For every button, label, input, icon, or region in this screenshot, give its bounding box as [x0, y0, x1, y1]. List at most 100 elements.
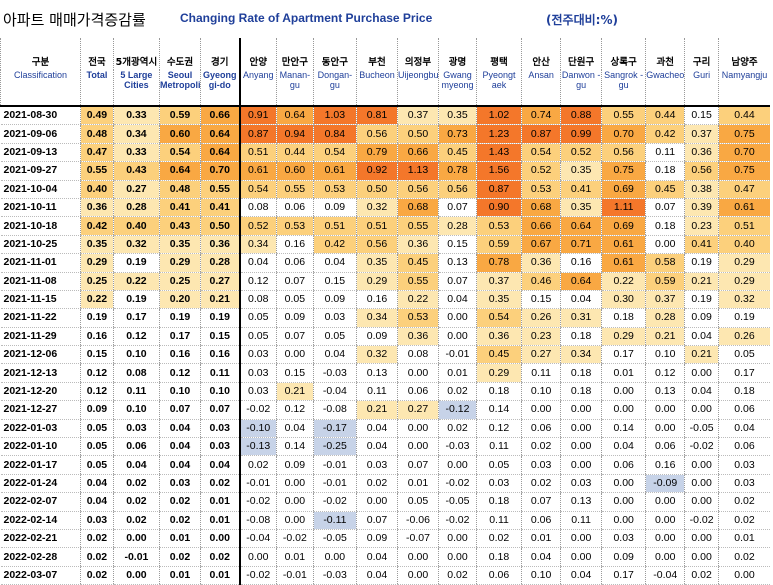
cell-pyeongtaek: 1.23 [475, 124, 522, 144]
cell-manan-gu: 0.04 [275, 419, 314, 439]
cell-gyeonggi-do: 0.00 [200, 529, 241, 549]
cell-namyangju: 0.03 [718, 455, 770, 475]
cell-gwacheon: 0.18 [645, 161, 685, 181]
cell-dongan-gu: 0.51 [312, 216, 357, 236]
cell-sangrok-gu: 0.03 [601, 529, 646, 549]
cell-5-large-cities: 0.19 [112, 290, 160, 310]
cell-manan-gu: 0.21 [275, 382, 314, 402]
cell-dongan-gu: 0.03 [312, 308, 357, 328]
cell-guri: 0.00 [684, 363, 719, 383]
cell-bucheon: 0.11 [355, 382, 398, 402]
cell-dongan-gu: -0.03 [312, 363, 357, 383]
cell-manan-gu: 0.00 [275, 345, 314, 365]
cell-manan-gu: 0.09 [275, 308, 314, 328]
cell-sangrok-gu: 0.18 [601, 308, 646, 328]
cell-danwon-gu: 0.88 [560, 106, 602, 126]
cell-bucheon: 0.09 [355, 529, 398, 549]
cell-anyang: 0.87 [239, 124, 277, 144]
cell-guri: 0.41 [684, 235, 719, 255]
cell-gyeonggi-do: 0.64 [200, 124, 241, 144]
cell-5-large-cities: 0.02 [112, 474, 160, 494]
cell-gwangmyeong: 0.00 [438, 455, 477, 475]
row-date: 2021-09-13 [0, 143, 81, 163]
cell-manan-gu: 0.06 [275, 198, 314, 218]
cell-bucheon: 0.04 [355, 419, 398, 439]
cell-gwangmyeong: 0.56 [438, 180, 477, 199]
cell-guri: 0.21 [684, 272, 719, 291]
cell-bucheon: 0.29 [355, 272, 398, 291]
cell-namyangju: 0.51 [718, 216, 770, 236]
cell-gwacheon: 0.00 [645, 511, 685, 530]
cell-gwangmyeong: 0.45 [438, 143, 477, 163]
cell-manan-gu: 0.06 [275, 253, 314, 273]
cell-total: 0.35 [80, 235, 114, 255]
cell-dongan-gu: 0.42 [312, 235, 357, 255]
cell-dongan-gu: 0.09 [312, 198, 357, 218]
header-en-anyang: Anyang [239, 70, 277, 106]
cell-5-large-cities: 0.40 [112, 216, 160, 236]
cell-gwangmyeong: 0.73 [438, 124, 477, 144]
cell-total: 0.15 [80, 345, 114, 365]
cell-namyangju: 0.17 [718, 363, 770, 383]
cell-sangrok-gu: 0.61 [601, 235, 646, 255]
cell-pyeongtaek: 0.90 [475, 198, 522, 218]
cell-pyeongtaek: 0.18 [475, 492, 522, 512]
cell-anyang: 0.61 [239, 161, 277, 181]
cell-gwacheon: 0.12 [645, 363, 685, 383]
cell-anyang: 0.12 [239, 272, 277, 291]
row-date: 2021-11-29 [0, 327, 81, 347]
cell-seoul-metropolitan: 0.35 [158, 235, 201, 255]
cell-anyang: -0.13 [239, 437, 277, 457]
cell-guri: 0.00 [684, 492, 719, 512]
cell-danwon-gu: 0.35 [560, 198, 602, 218]
row-date: 2022-01-03 [0, 419, 81, 439]
cell-manan-gu: 0.05 [275, 290, 314, 310]
cell-5-large-cities: 0.10 [112, 345, 160, 365]
cell-pyeongtaek: 0.06 [475, 566, 522, 585]
cell-namyangju: 0.06 [718, 437, 770, 457]
cell-manan-gu: 0.07 [275, 327, 314, 347]
cell-dongan-gu: 0.05 [312, 327, 357, 347]
cell-pyeongtaek: 0.12 [475, 419, 522, 439]
cell-gwacheon: 0.00 [645, 419, 685, 439]
cell-ansan: 0.11 [521, 363, 561, 383]
cell-guri: 0.19 [684, 253, 719, 273]
row-date: 2021-11-22 [0, 308, 81, 328]
table-row: 2022-01-17 0.05 0.04 0.04 0.04 0.02 0.09 -0.01 0… [0, 455, 770, 475]
cell-total: 0.12 [80, 382, 114, 402]
cell-uijeongbu: 0.53 [396, 308, 439, 328]
cell-bucheon: 0.51 [355, 216, 398, 236]
cell-gwacheon: 0.16 [645, 455, 685, 475]
table-row: 2022-01-24 0.04 0.02 0.03 0.02 -0.01 0.00 -0.01… [0, 474, 770, 494]
table-row: 2021-09-06 0.48 0.34 0.60 0.64 0.87 0.94 0.84 0.… [0, 124, 770, 144]
cell-bucheon: 0.79 [355, 143, 398, 163]
cell-anyang: 0.52 [239, 216, 277, 236]
cell-bucheon: 0.03 [355, 455, 398, 475]
cell-uijeongbu: -0.06 [396, 511, 439, 530]
table-row: 2021-11-29 0.16 0.12 0.17 0.15 0.05 0.07 0.05 0.… [0, 327, 770, 347]
cell-dongan-gu: 0.04 [312, 345, 357, 365]
cell-namyangju: 0.40 [718, 235, 770, 255]
header-ko-pyeongt-aek: 평택 [475, 38, 522, 70]
cell-total: 0.29 [80, 253, 114, 273]
row-date: 2021-08-30 [0, 106, 81, 126]
cell-total: 0.05 [80, 455, 114, 475]
header-en-pyeongt-aek: Pyeongt aek [475, 70, 522, 106]
cell-namyangju: 0.70 [718, 143, 770, 163]
cell-gyeonggi-do: 0.55 [200, 180, 241, 199]
cell-danwon-gu: 0.18 [560, 382, 602, 402]
cell-gwacheon: 0.00 [645, 547, 685, 567]
cell-ansan: 0.26 [521, 308, 561, 328]
cell-dongan-gu: 0.61 [312, 161, 357, 181]
cell-sangrok-gu: 0.61 [601, 253, 646, 273]
table-row: 2021-12-20 0.12 0.11 0.10 0.10 0.03 0.21 -0.04 0… [0, 382, 770, 402]
header-row-korean: 구분 전국 5개광역시 수도권 경기 안양 만안구 동안구 부천 의정부 광명 평택 안산 단원구 상록구 과… [0, 38, 770, 70]
header-ko-gwang-myeong: 광명 [438, 38, 477, 70]
cell-uijeongbu: 0.00 [396, 437, 439, 457]
cell-dongan-gu: -0.04 [312, 382, 357, 402]
cell-total: 0.47 [80, 143, 114, 163]
cell-seoul-metropolitan: 0.02 [158, 547, 201, 567]
cell-pyeongtaek: 0.37 [475, 272, 522, 291]
cell-pyeongtaek: 0.02 [475, 529, 522, 549]
cell-gyeonggi-do: 0.64 [200, 143, 241, 163]
